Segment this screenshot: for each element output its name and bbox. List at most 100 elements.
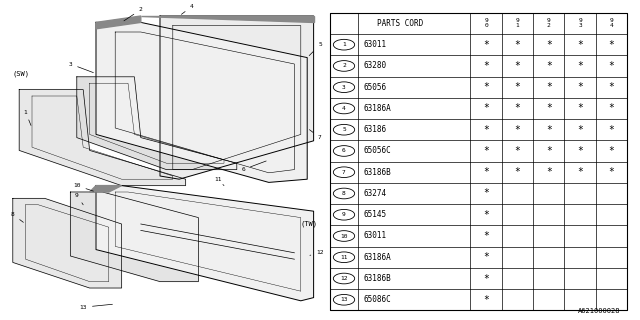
Text: 9
1: 9 1 (516, 19, 519, 28)
Text: 12: 12 (310, 250, 324, 255)
Text: 11: 11 (340, 255, 348, 260)
Text: *: * (546, 167, 552, 177)
Text: (TW): (TW) (301, 221, 318, 227)
Text: 1: 1 (24, 109, 31, 125)
Bar (330, 13, 627, 310)
Text: 63274: 63274 (364, 189, 387, 198)
Text: 13: 13 (79, 304, 113, 310)
Text: A621000028: A621000028 (579, 308, 621, 314)
Text: 63186A: 63186A (364, 253, 391, 262)
Text: *: * (609, 40, 614, 50)
Text: *: * (515, 103, 520, 114)
Text: *: * (546, 82, 552, 92)
Text: *: * (515, 125, 520, 135)
Text: *: * (577, 146, 583, 156)
Text: 4: 4 (181, 4, 194, 14)
Text: *: * (483, 125, 489, 135)
Text: 2: 2 (342, 63, 346, 68)
Text: 8: 8 (11, 212, 24, 222)
Text: 6: 6 (241, 161, 266, 172)
Text: 9: 9 (342, 212, 346, 217)
Text: 65145: 65145 (364, 210, 387, 219)
Text: *: * (515, 146, 520, 156)
Text: *: * (483, 40, 489, 50)
Text: *: * (483, 82, 489, 92)
Text: *: * (483, 61, 489, 71)
Text: *: * (483, 295, 489, 305)
Polygon shape (96, 16, 141, 29)
Text: 9
2: 9 2 (547, 19, 550, 28)
Text: 9
0: 9 0 (484, 19, 488, 28)
Text: *: * (577, 61, 583, 71)
Text: *: * (577, 103, 583, 114)
Text: 7: 7 (342, 170, 346, 175)
Text: 10: 10 (340, 234, 348, 238)
Text: *: * (577, 82, 583, 92)
Text: 2: 2 (124, 7, 143, 21)
Text: *: * (546, 103, 552, 114)
Text: 5: 5 (342, 127, 346, 132)
Text: 10: 10 (73, 183, 93, 191)
Text: 1: 1 (342, 42, 346, 47)
Text: *: * (609, 167, 614, 177)
Text: 63186A: 63186A (364, 104, 391, 113)
Text: 7: 7 (309, 130, 322, 140)
Text: 3: 3 (342, 85, 346, 90)
Text: 9: 9 (75, 193, 83, 205)
Text: *: * (609, 103, 614, 114)
Text: 63011: 63011 (364, 40, 387, 49)
Text: 13: 13 (340, 297, 348, 302)
Text: *: * (483, 103, 489, 114)
Text: 63186: 63186 (364, 125, 387, 134)
Text: *: * (577, 167, 583, 177)
Text: *: * (483, 252, 489, 262)
Text: PARTS CORD: PARTS CORD (377, 19, 423, 28)
Text: 9
4: 9 4 (610, 19, 613, 28)
Polygon shape (90, 186, 122, 192)
Text: 63280: 63280 (364, 61, 387, 70)
Text: *: * (609, 82, 614, 92)
Polygon shape (160, 16, 314, 179)
Text: *: * (483, 188, 489, 198)
Text: 9
3: 9 3 (579, 19, 582, 28)
Text: *: * (483, 274, 489, 284)
Text: 11: 11 (214, 177, 224, 186)
Text: 63186B: 63186B (364, 274, 391, 283)
Text: 6: 6 (342, 148, 346, 154)
Text: *: * (483, 146, 489, 156)
Text: *: * (483, 231, 489, 241)
Text: *: * (515, 82, 520, 92)
Text: 8: 8 (342, 191, 346, 196)
Text: *: * (546, 125, 552, 135)
Text: *: * (483, 210, 489, 220)
Text: *: * (577, 125, 583, 135)
Text: 65056C: 65056C (364, 147, 391, 156)
Text: *: * (515, 61, 520, 71)
Text: 5: 5 (309, 42, 322, 56)
Text: 65056: 65056 (364, 83, 387, 92)
Text: 12: 12 (340, 276, 348, 281)
Polygon shape (13, 198, 122, 288)
Text: *: * (577, 40, 583, 50)
Polygon shape (96, 22, 307, 182)
Text: *: * (546, 61, 552, 71)
Text: *: * (546, 40, 552, 50)
Polygon shape (141, 16, 314, 22)
Text: *: * (483, 167, 489, 177)
Text: *: * (609, 125, 614, 135)
Text: *: * (609, 61, 614, 71)
Text: *: * (515, 40, 520, 50)
Polygon shape (96, 186, 314, 301)
Text: (SW): (SW) (13, 70, 30, 77)
Polygon shape (19, 90, 186, 186)
Text: *: * (515, 167, 520, 177)
Text: *: * (609, 146, 614, 156)
Text: *: * (546, 146, 552, 156)
Text: 65086C: 65086C (364, 295, 391, 304)
Polygon shape (77, 77, 237, 170)
Text: 3: 3 (68, 61, 93, 73)
Text: 4: 4 (342, 106, 346, 111)
Polygon shape (70, 192, 198, 282)
Text: 63011: 63011 (364, 231, 387, 241)
Text: 63186B: 63186B (364, 168, 391, 177)
